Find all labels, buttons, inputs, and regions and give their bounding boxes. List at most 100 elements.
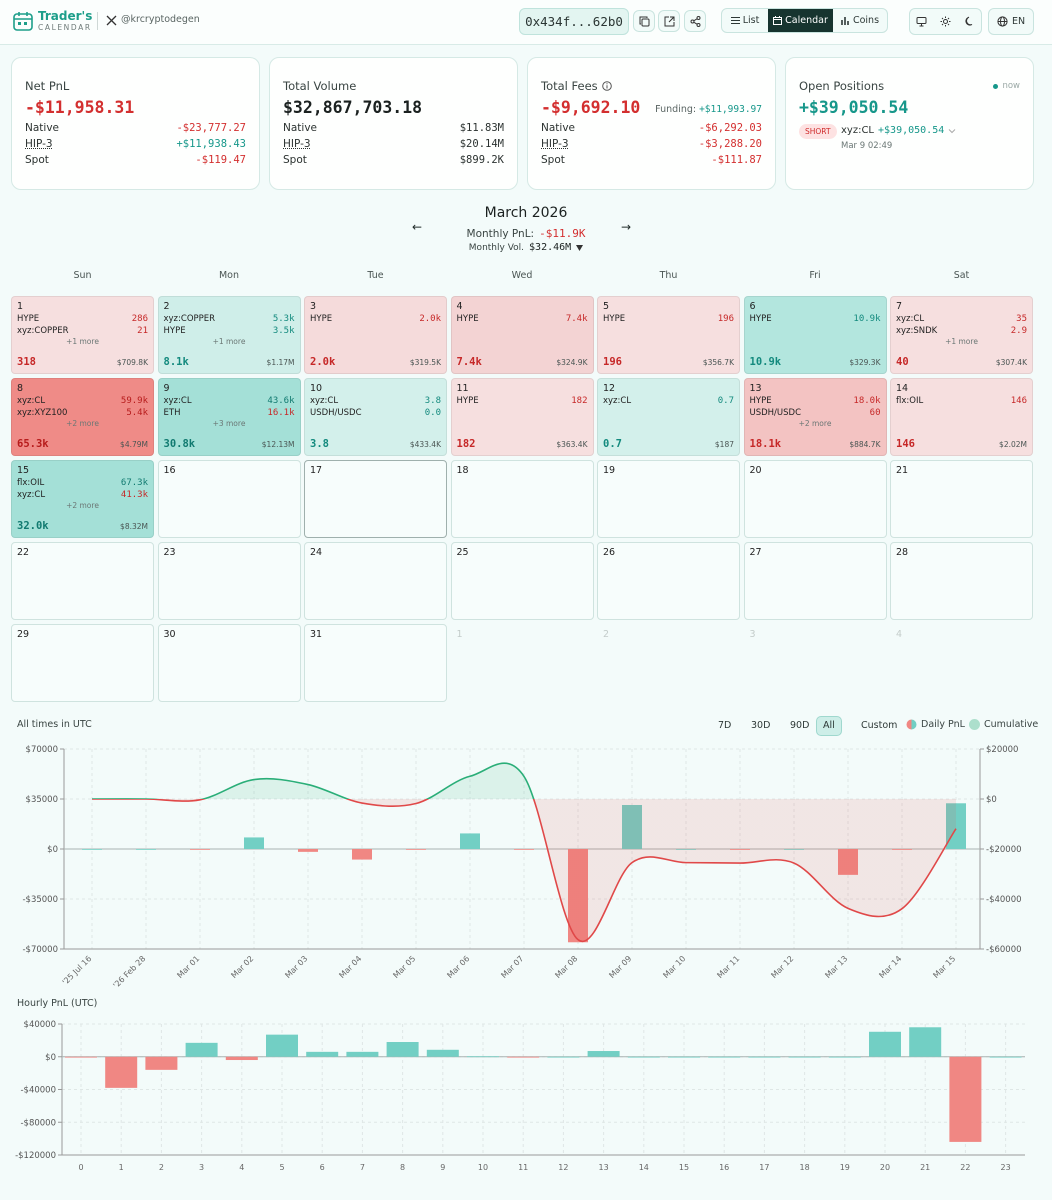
day-cell[interactable]: 25 [450, 542, 594, 620]
x-tick-label: 21 [920, 1163, 930, 1172]
day-cell[interactable]: 8 xyz:CL 59.9k xyz:XYZ100 5.4k +2 more 65.3k $4… [11, 378, 154, 456]
legend-item[interactable]: Cumulative [969, 719, 1038, 730]
range-button[interactable]: All [816, 716, 842, 736]
row-label: Spot [283, 154, 307, 166]
position-time: Mar 9 02:49 [841, 141, 893, 151]
day-cell[interactable]: 21 [890, 460, 1033, 538]
view-tab[interactable]: List [722, 9, 768, 32]
day-cell[interactable]: 12 xyz:CL 0.7 0.7 $187 [597, 378, 740, 456]
day-cell[interactable]: 27 [743, 542, 887, 620]
day-pnl: 7.4k [456, 356, 482, 368]
position-row: xyz:XYZ100 5.4k [17, 408, 148, 418]
day-cell[interactable]: 29 [11, 624, 154, 702]
view-tab[interactable]: Coins [833, 9, 887, 32]
legend-item[interactable]: Daily PnL [906, 719, 965, 730]
range-button[interactable]: 7D [718, 720, 732, 731]
handle[interactable]: @krcryptodegen [121, 14, 200, 25]
day-cell[interactable]: 17 [304, 460, 447, 538]
position-row: HYPE 196 [603, 314, 734, 324]
monthly-vol-label: Monthly Vol. [468, 242, 525, 253]
language-button[interactable]: EN [988, 8, 1034, 35]
day-cell[interactable]: 31 [304, 624, 447, 702]
day-cell[interactable]: 6 HYPE 10.9k 10.9k $329.3K [743, 296, 887, 374]
day-cell[interactable]: 13 HYPE 18.0k USDH/USDC 60 +2 more 18.1k $884.7… [743, 378, 887, 456]
x-tick-label: 23 [1001, 1163, 1011, 1172]
next-month[interactable]: → [621, 220, 632, 234]
day-number: 6 [749, 301, 756, 312]
range-button[interactable]: 30D [751, 720, 771, 731]
x-tick-label: Mar 01 [175, 954, 201, 980]
icon-shape [576, 244, 584, 251]
range-button[interactable]: 90D [790, 720, 810, 731]
day-pnl: 18.1k [749, 438, 782, 450]
day-cell[interactable]: 1 HYPE 286 xyz:COPPER 21 +1 more 318 $709.8K [11, 296, 154, 374]
x-tick-label: 12 [558, 1163, 568, 1172]
day-cell[interactable]: 14 flx:OIL 146 146 $2.02M [890, 378, 1033, 456]
day-cell[interactable]: 30 [157, 624, 301, 702]
copy-button[interactable] [633, 10, 655, 32]
day-volume: $363.4K [556, 440, 588, 449]
day-cell[interactable]: 22 [11, 542, 154, 620]
row-label: Native [283, 122, 317, 134]
expand-icon[interactable] [576, 244, 584, 251]
day-cell[interactable]: 4 HYPE 7.4k 7.4k $324.9K [450, 296, 594, 374]
more-link[interactable]: +1 more [212, 337, 246, 346]
day-cell[interactable]: 9 xyz:CL 43.6k ETH 16.1k +3 more 30.8k $12.13M [157, 378, 301, 456]
day-cell[interactable]: 26 [597, 542, 740, 620]
day-cell[interactable]: 23 [157, 542, 301, 620]
day-cell[interactable]: 19 [597, 460, 740, 538]
sun-icon[interactable] [940, 16, 951, 27]
day-volume: $319.5K [409, 358, 441, 367]
wallet-address[interactable]: 0x434f...62b0 [519, 8, 629, 35]
day-number: 14 [896, 383, 909, 394]
position-symbol: HYPE [749, 314, 772, 324]
position-row: xyz:CL 43.6k [164, 396, 295, 406]
range-button[interactable]: Custom [861, 720, 898, 731]
open-button[interactable] [658, 10, 680, 32]
day-cell[interactable]: 18 [450, 460, 594, 538]
more-link[interactable]: +2 more [66, 501, 99, 510]
day-pnl: 146 [896, 438, 915, 450]
day-cell[interactable]: 24 [304, 542, 447, 620]
day-cell[interactable]: 28 [890, 542, 1033, 620]
day-cell[interactable]: 10 xyz:CL 3.8 USDH/USDC 0.0 3.8 $433.4K [304, 378, 447, 456]
x-tick-label: 10 [478, 1163, 488, 1172]
more-link[interactable]: +1 more [66, 337, 99, 346]
day-number: 23 [163, 547, 176, 558]
day-cell[interactable]: 11 HYPE 182 182 $363.4K [450, 378, 594, 456]
position-value: 16.1k [267, 407, 295, 418]
day-cell[interactable]: 16 [157, 460, 301, 538]
prev-month[interactable]: ← [412, 220, 423, 234]
icon-shape [639, 16, 647, 24]
bar [306, 1051, 339, 1057]
day-volume: $709.8K [116, 358, 148, 367]
icon-shape [601, 81, 612, 91]
more-link[interactable]: +2 more [798, 419, 832, 428]
day-cell[interactable]: 3 HYPE 2.0k 2.0k $319.5K [304, 296, 447, 374]
outside-day-cell: 1 [451, 624, 594, 702]
position-symbol: HYPE [456, 314, 479, 324]
day-number: 24 [310, 547, 323, 558]
more-link[interactable]: +3 more [212, 419, 246, 428]
moon-icon[interactable] [964, 16, 975, 27]
monitor-icon[interactable] [916, 16, 927, 27]
more-link[interactable]: +1 more [945, 337, 978, 346]
day-cell[interactable]: 20 [743, 460, 887, 538]
day-number: 30 [163, 629, 176, 640]
x-tick-label: 14 [639, 1163, 649, 1172]
position-symbol: xyz:COPPER [17, 325, 69, 336]
day-cell[interactable]: 5 HYPE 196 196 $356.7K [597, 296, 740, 374]
x-tick-label: 20 [880, 1163, 890, 1172]
day-cell[interactable]: 7 xyz:CL 35 xyz:SNDK 2.9 +1 more 40 $307.4K [890, 296, 1033, 374]
x-tick-label: 18 [800, 1163, 810, 1172]
day-cell[interactable]: 15 flx:OIL 67.3k xyz:CL 41.3k +2 more 32.0k $8.… [11, 460, 154, 538]
icon-shape [773, 16, 783, 25]
more-link[interactable]: +2 more [66, 419, 99, 428]
row-label: HIP-3 [283, 138, 311, 150]
day-cell[interactable]: 2 xyz:COPPER 5.3k HYPE 3.5k +1 more 8.1k $1.17M [157, 296, 301, 374]
view-tab[interactable]: Calendar [768, 9, 833, 32]
x-tick-label: Mar 10 [661, 954, 687, 980]
share-button[interactable] [684, 10, 706, 32]
position-symbol: xyz:CL [310, 396, 339, 406]
